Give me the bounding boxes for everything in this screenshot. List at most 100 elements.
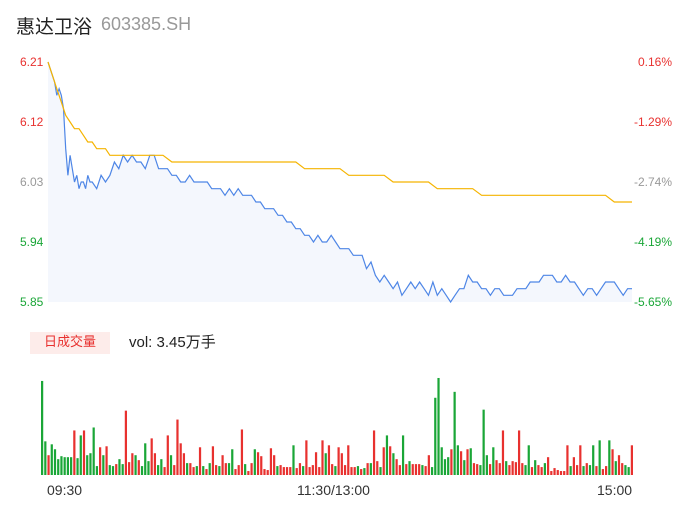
volume-bar xyxy=(527,445,530,475)
volume-bar xyxy=(411,464,414,475)
volume-bar xyxy=(582,466,585,475)
volume-bar xyxy=(575,465,579,475)
volume-bar xyxy=(198,447,202,475)
volume-value: vol: 3.45万手 xyxy=(129,334,216,351)
volume-bar xyxy=(450,449,453,475)
volume-bar xyxy=(559,471,563,475)
volume-bar xyxy=(398,465,401,475)
volume-bar xyxy=(250,463,253,475)
volume-bar xyxy=(234,469,237,475)
volume-bar xyxy=(340,453,343,475)
volume-bar xyxy=(479,465,482,475)
volume-bar xyxy=(137,460,140,475)
volume-bar xyxy=(395,459,398,475)
volume-bar xyxy=(524,465,527,475)
volume-bar xyxy=(50,444,53,475)
volume-bar xyxy=(102,455,105,475)
volume-bar xyxy=(505,461,508,475)
x-tick-label: 15:00 xyxy=(597,482,633,498)
volume-bar xyxy=(488,464,492,475)
volume-bar xyxy=(73,430,76,475)
volume-bar xyxy=(266,470,269,475)
volume-bar xyxy=(221,455,224,475)
volume-bar xyxy=(247,471,250,475)
volume-bar xyxy=(621,463,624,475)
volume-bar xyxy=(224,463,227,475)
volume-bar xyxy=(166,435,169,475)
volume-bar xyxy=(298,463,302,475)
volume-bar xyxy=(134,455,137,475)
volume-bar xyxy=(314,452,318,475)
volume-bar xyxy=(421,465,424,475)
volume-bar xyxy=(392,453,395,475)
volume-bar xyxy=(215,465,218,475)
volume-bar xyxy=(572,457,575,475)
volume-bar xyxy=(611,449,614,475)
x-tick-label: 11:30/13:00 xyxy=(297,482,370,498)
volume-bar xyxy=(150,438,153,475)
volume-bar xyxy=(44,441,47,475)
volume-bar xyxy=(550,471,553,475)
y-tick-label: 6.21 xyxy=(20,55,44,69)
volume-bar xyxy=(472,463,476,475)
volume-bar xyxy=(418,464,421,475)
volume-bar xyxy=(350,467,353,475)
volume-bar xyxy=(327,445,331,475)
volume-bar xyxy=(273,455,276,475)
volume-bar xyxy=(66,457,69,475)
volume-bar xyxy=(256,452,260,475)
volume-bar xyxy=(401,435,405,475)
stock-code: 603385.SH xyxy=(101,14,192,34)
volume-bar xyxy=(508,465,511,475)
volume-bar xyxy=(192,467,195,475)
pct-tick-label: -4.19% xyxy=(634,235,672,249)
volume-bar xyxy=(614,461,617,475)
volume-bar xyxy=(260,456,263,475)
volume-bar xyxy=(111,466,115,475)
volume-bar xyxy=(186,463,189,475)
stock-name: 惠达卫浴 xyxy=(16,16,93,38)
volume-bar xyxy=(595,466,598,475)
volume-bar xyxy=(630,445,633,475)
volume-bar xyxy=(157,465,160,475)
volume-bar xyxy=(305,440,308,475)
volume-bar xyxy=(76,458,79,475)
volume-bar xyxy=(82,430,86,475)
volume-bar xyxy=(408,461,411,475)
volume-bar xyxy=(160,459,163,475)
pct-tick-label: 0.16% xyxy=(638,55,672,69)
volume-bar xyxy=(543,463,546,475)
volume-bar xyxy=(389,446,392,475)
volume-bar xyxy=(269,448,273,475)
volume-bar xyxy=(195,466,198,475)
volume-bar xyxy=(566,445,569,475)
volume-bar xyxy=(144,443,147,475)
volume-bar xyxy=(485,455,488,475)
volume-bar xyxy=(63,457,66,475)
volume-bar xyxy=(579,445,582,475)
volume-bar xyxy=(218,466,221,475)
volume-bar xyxy=(92,427,95,475)
volume-bar xyxy=(627,467,630,475)
volume-bar xyxy=(385,435,389,475)
volume-bar xyxy=(47,455,50,475)
volume-bar xyxy=(308,467,311,475)
volume-bar xyxy=(369,463,372,475)
volume-bar xyxy=(434,397,437,475)
volume-bar xyxy=(501,430,505,475)
volume-bar xyxy=(363,468,366,475)
volume-tab[interactable]: 日成交量 xyxy=(30,332,110,354)
volume-bar xyxy=(53,449,57,475)
volume-bar xyxy=(276,466,279,475)
volume-bar xyxy=(347,445,350,475)
volume-bar xyxy=(202,466,205,475)
volume-bar xyxy=(588,465,592,475)
volume-bar xyxy=(321,440,324,475)
volume-bar xyxy=(176,419,179,475)
volume-bar xyxy=(60,456,63,475)
volume-bar xyxy=(405,464,408,475)
y-tick-label: 5.94 xyxy=(20,235,44,249)
volume-bar xyxy=(553,468,556,475)
y-tick-label: 5.85 xyxy=(20,295,44,309)
volume-bar xyxy=(463,460,466,475)
